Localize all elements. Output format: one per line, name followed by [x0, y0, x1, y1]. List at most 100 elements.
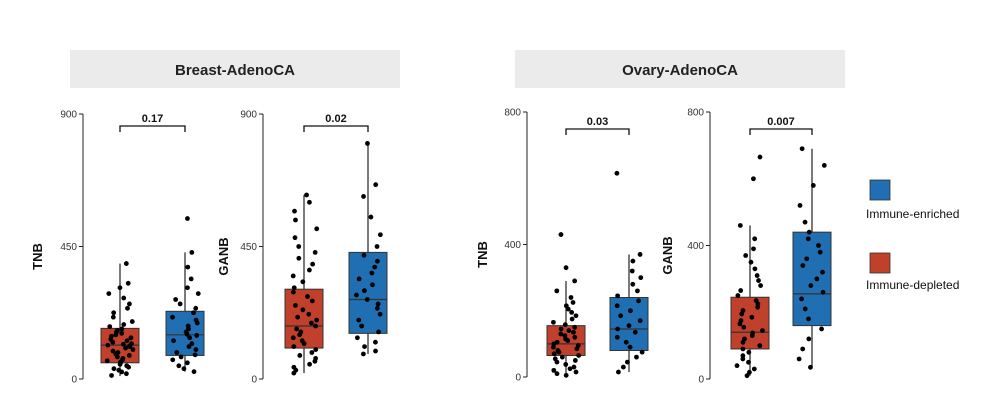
data-point	[176, 363, 182, 369]
data-point	[627, 308, 633, 314]
data-point	[627, 344, 633, 350]
data-point	[372, 264, 378, 270]
data-point	[816, 243, 821, 248]
data-point	[806, 336, 812, 342]
data-point	[573, 313, 579, 319]
data-point	[119, 330, 125, 336]
data-point	[123, 371, 129, 377]
significance-bracket	[119, 125, 186, 132]
data-point	[361, 194, 366, 199]
data-point	[618, 313, 624, 319]
box-immune-enriched	[792, 146, 832, 370]
data-point	[313, 323, 318, 329]
data-point	[808, 364, 813, 370]
data-point	[752, 266, 758, 272]
legend-label-immune-enriched: Immune-enriched	[866, 207, 959, 221]
significance-bracket	[565, 128, 630, 135]
data-point	[291, 285, 297, 291]
data-point	[377, 311, 383, 317]
data-point	[563, 303, 569, 309]
data-point	[171, 338, 176, 344]
data-point	[630, 281, 636, 287]
data-point	[746, 359, 751, 365]
data-point	[616, 369, 621, 375]
legend-label-immune-depleted: Immune-depleted	[866, 278, 959, 292]
data-point	[552, 356, 558, 362]
data-point	[185, 323, 191, 329]
data-point	[185, 285, 190, 291]
data-point	[637, 318, 643, 324]
data-point	[559, 354, 565, 360]
data-point	[369, 270, 375, 276]
data-point	[189, 341, 195, 347]
data-point	[305, 294, 310, 299]
data-point	[375, 258, 380, 264]
data-point	[313, 355, 319, 361]
data-point	[571, 329, 576, 335]
data-point	[125, 280, 131, 286]
legend-key-immune-depleted	[869, 252, 891, 274]
box-immune-depleted	[730, 154, 770, 379]
data-point	[551, 367, 557, 373]
y-tick-label: 450	[240, 242, 257, 253]
data-point	[808, 283, 814, 288]
data-point	[186, 344, 192, 350]
data-point	[313, 347, 319, 352]
data-point	[554, 339, 560, 345]
data-point	[293, 302, 298, 308]
data-point	[638, 275, 644, 281]
data-point	[624, 359, 630, 365]
data-point	[292, 235, 298, 241]
data-point	[614, 303, 620, 309]
data-point	[740, 356, 746, 362]
data-point	[563, 265, 569, 271]
data-point	[361, 252, 367, 258]
data-point	[754, 273, 760, 278]
data-point	[558, 331, 564, 337]
data-point	[746, 349, 752, 355]
data-point	[121, 322, 127, 327]
data-point	[751, 176, 756, 182]
data-point	[126, 353, 132, 358]
data-point	[377, 232, 383, 238]
y-tick-label: 900	[240, 110, 257, 121]
data-point	[109, 373, 114, 378]
data-point	[185, 216, 190, 221]
data-point	[805, 236, 811, 242]
y-tick-label: 400	[687, 241, 704, 252]
data-point	[309, 298, 315, 304]
data-point	[296, 255, 302, 261]
data-point	[107, 324, 113, 329]
data-point	[572, 334, 578, 340]
data-point	[632, 329, 638, 335]
data-point	[173, 297, 179, 302]
data-point	[191, 310, 196, 316]
box-body	[348, 251, 388, 334]
data-point	[576, 353, 582, 358]
data-point	[193, 305, 199, 311]
data-point	[354, 292, 359, 298]
data-point	[615, 326, 621, 332]
data-point	[740, 308, 746, 313]
data-point	[810, 183, 816, 188]
data-point	[374, 305, 380, 311]
data-point	[117, 285, 123, 291]
data-point	[124, 338, 130, 344]
panel-1: 0 450 900 TNB 0.17	[30, 110, 205, 386]
facet-strip-ovary: Ovary-AdenoCA	[515, 50, 845, 88]
data-point	[760, 328, 765, 334]
data-point	[110, 314, 116, 320]
y-tick-label: 0	[71, 375, 77, 386]
data-point	[297, 353, 303, 358]
data-point	[177, 301, 183, 307]
data-point	[128, 335, 134, 341]
data-point	[292, 208, 297, 214]
data-point	[106, 291, 112, 297]
data-point	[123, 261, 129, 266]
data-point	[635, 288, 640, 294]
data-point	[195, 291, 201, 297]
data-point	[307, 361, 312, 367]
data-point	[312, 249, 318, 255]
data-point	[354, 335, 360, 341]
data-point	[614, 334, 620, 340]
